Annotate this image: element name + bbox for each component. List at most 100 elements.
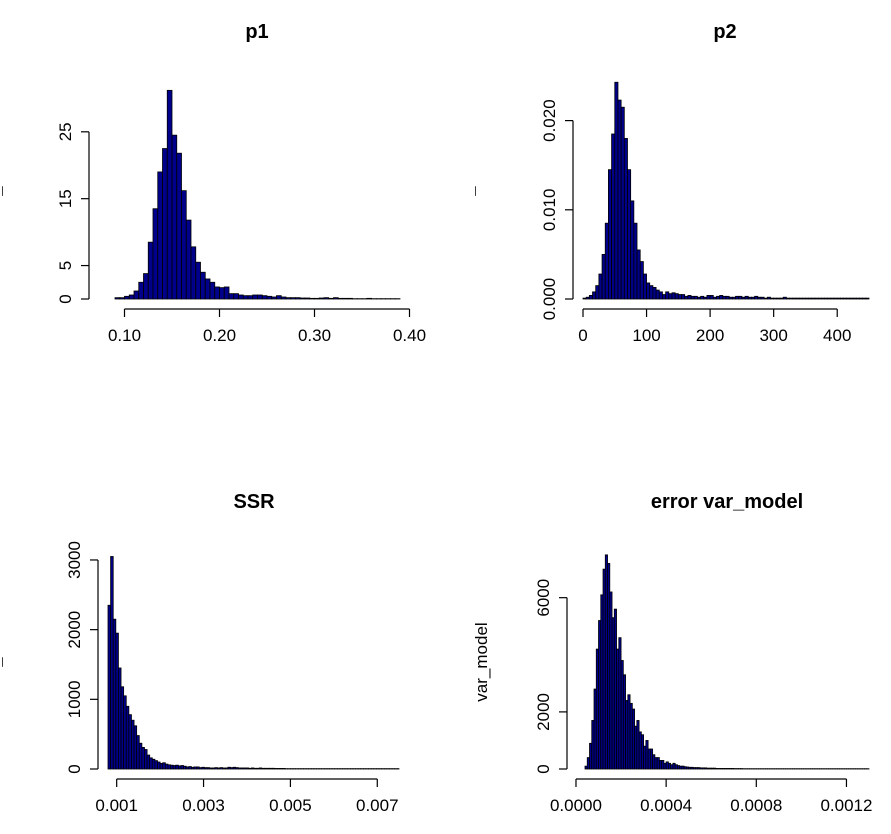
histogram-bar <box>318 297 325 300</box>
histogram-bar <box>633 222 638 300</box>
x-tick-label: 300 <box>759 326 787 345</box>
histogram-bar <box>214 286 220 300</box>
histogram-bar <box>722 295 727 300</box>
y-tick-label: 0 <box>65 764 84 773</box>
histogram-bar <box>655 289 660 300</box>
histogram-bar <box>601 253 606 300</box>
x-tick-label: 200 <box>696 326 724 345</box>
y-tick-label: 0 <box>534 764 553 773</box>
histogram-bar <box>776 297 781 300</box>
y-tick-label: 0 <box>56 294 75 303</box>
panel-error-var-model: error var_model var_model 0.0000 0.0004 0.00… <box>472 491 872 815</box>
histogram-bar <box>859 297 864 300</box>
histogram-bar <box>323 297 330 300</box>
histogram-bar <box>658 291 663 300</box>
histogram-bar <box>280 296 287 300</box>
histogram-bar <box>271 296 277 300</box>
histogram-bar <box>228 293 235 300</box>
histogram-bar <box>114 297 121 300</box>
histogram-bar <box>617 99 622 300</box>
histogram-bar <box>703 296 708 300</box>
histogram-bar <box>295 297 301 300</box>
histogram-bar <box>595 285 600 300</box>
histogram-bar <box>798 297 803 300</box>
histogram-bar <box>773 297 778 300</box>
x-tick-label: 0.0012 <box>820 796 872 815</box>
histogram-bar <box>204 278 211 300</box>
histogram-bar <box>166 89 173 300</box>
histogram-bar <box>598 273 603 300</box>
histogram-bar <box>846 297 851 300</box>
histogram-bar <box>314 297 320 300</box>
histogram-bar <box>852 297 857 300</box>
histogram-bar <box>779 297 784 300</box>
y-tick-label: 25 <box>56 122 75 141</box>
histogram-bar <box>247 295 254 300</box>
y-tick-label: 0.000 <box>540 278 559 321</box>
histogram-bar <box>766 296 771 300</box>
y-tick-label: 6000 <box>534 579 553 617</box>
histogram-bar <box>757 296 762 300</box>
y-tick-label: 0.010 <box>540 189 559 232</box>
x-tick-label: 0.40 <box>393 326 426 345</box>
x-tick-label: 0.0000 <box>550 796 602 815</box>
y-axis-label: ¯ <box>0 657 19 668</box>
histogram-bar <box>238 294 244 300</box>
histogram-bar <box>252 294 258 300</box>
histogram-bar <box>805 297 810 300</box>
histogram-bar <box>665 291 670 300</box>
histogram-bar <box>171 134 178 300</box>
histogram-bar <box>185 219 192 300</box>
y-axis-label: ¯ <box>473 186 492 197</box>
histogram-bar <box>119 297 125 300</box>
histogram-bar <box>646 282 651 300</box>
histogram-bar <box>671 292 676 300</box>
histogram-bar <box>652 286 657 300</box>
histogram-bar <box>261 295 268 300</box>
histogram-bar <box>133 290 140 300</box>
histogram-bar <box>840 297 844 300</box>
x-tick-label: 0.007 <box>356 796 399 815</box>
histogram-bar <box>190 246 197 300</box>
histogram-bar <box>795 297 800 300</box>
histogram-bar <box>639 261 644 300</box>
histogram-bar <box>770 297 775 300</box>
histogram-bar <box>681 294 686 300</box>
chart-title: SSR <box>233 491 275 513</box>
y-axis-label: ¯ <box>0 186 19 197</box>
histogram-bar <box>223 286 230 300</box>
histogram-bar <box>138 281 144 300</box>
histogram-bar <box>668 293 673 300</box>
histogram-bar <box>741 296 746 300</box>
histogram-bar <box>820 297 825 300</box>
histogram-bar <box>697 296 701 300</box>
x-tick-label: 0.10 <box>108 326 141 345</box>
histogram-bar <box>266 295 273 300</box>
histogram-bar <box>337 297 344 300</box>
histogram-bar <box>747 296 752 300</box>
histogram-bar <box>725 295 730 300</box>
histogram-bar <box>855 297 860 300</box>
histogram-bar <box>309 297 315 300</box>
histogram-bar <box>304 297 311 300</box>
histogram-bar <box>833 297 838 300</box>
chart-title: p2 <box>713 21 736 43</box>
histogram-bar <box>176 152 182 300</box>
histogram-bar <box>233 293 239 300</box>
histogram-bar <box>200 271 206 300</box>
histogram-bar <box>811 297 816 300</box>
y-tick-label: 2000 <box>534 693 553 731</box>
histogram-bar <box>716 295 721 300</box>
histogram-bar <box>827 297 832 300</box>
histogram-bar <box>789 297 794 300</box>
histogram-bar <box>636 249 641 300</box>
x-tick-label: 400 <box>823 326 851 345</box>
y-tick-label: 2000 <box>65 611 84 649</box>
histogram-bar <box>836 297 841 300</box>
x-tick-label: 0.0004 <box>640 796 692 815</box>
histogram-bar <box>276 295 282 300</box>
histogram-bar <box>735 295 740 300</box>
histogram-bar <box>728 296 733 300</box>
histogram-bar <box>209 281 216 300</box>
